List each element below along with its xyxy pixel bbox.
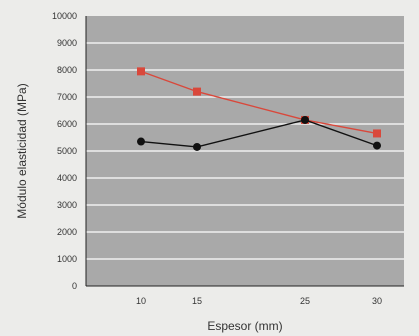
series-2-point bbox=[137, 137, 145, 146]
series-1-point bbox=[137, 67, 145, 76]
y-tick-label: 6000 bbox=[57, 119, 77, 129]
y-tick-label: 3000 bbox=[57, 200, 77, 210]
series-group bbox=[137, 67, 381, 151]
y-tick-label: 1000 bbox=[57, 254, 77, 264]
x-tick-label: 30 bbox=[372, 296, 382, 306]
series-1-line bbox=[140, 70, 378, 135]
y-tick-label: 5000 bbox=[57, 146, 77, 156]
y-axis-title: Módulo elasticidad (MPa) bbox=[15, 83, 29, 218]
y-tick-label: 0 bbox=[72, 281, 77, 291]
series-1-point bbox=[193, 87, 201, 96]
y-tick-label: 7000 bbox=[57, 92, 77, 102]
y-tick-label: 4000 bbox=[57, 173, 77, 183]
y-tick-label: 10000 bbox=[52, 11, 77, 21]
series-2-point bbox=[301, 115, 309, 124]
x-tick-label: 10 bbox=[136, 296, 146, 306]
y-tick-label: 8000 bbox=[57, 65, 77, 75]
series-1-point bbox=[373, 129, 381, 138]
series-2-point bbox=[373, 141, 381, 150]
x-tick-label: 25 bbox=[300, 296, 310, 306]
y-tick-labels: 0 1000 2000 3000 4000 5000 6000 7000 8000 9000 100… bbox=[52, 11, 77, 291]
series-2-point bbox=[193, 142, 201, 151]
y-tick-label: 9000 bbox=[57, 38, 77, 48]
y-tick-label: 2000 bbox=[57, 227, 77, 237]
x-tick-label: 15 bbox=[192, 296, 202, 306]
x-axis-title: Espesor (mm) bbox=[207, 319, 282, 333]
x-tick-labels: 10 15 25 30 bbox=[136, 296, 382, 306]
series-2-line bbox=[140, 119, 378, 148]
